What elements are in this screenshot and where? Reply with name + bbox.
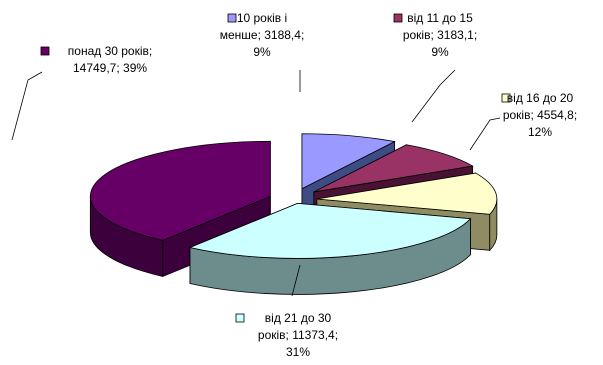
data-label: 14749,7; 39% bbox=[73, 61, 147, 75]
pie-slice-3 bbox=[316, 172, 498, 215]
data-label: 31% bbox=[286, 345, 310, 359]
data-label: років; 4554,8; bbox=[503, 108, 577, 122]
pie-slice-2 bbox=[313, 144, 474, 193]
data-label: від 21 до 30 bbox=[265, 311, 332, 325]
data-label: 9% bbox=[253, 45, 271, 59]
data-label: від 16 до 20 bbox=[507, 91, 574, 105]
data-label: років; 3183,1; bbox=[403, 28, 477, 42]
data-label: 12% bbox=[528, 125, 552, 139]
leader-line bbox=[469, 117, 501, 151]
leader-line bbox=[411, 69, 456, 123]
data-label: 9% bbox=[431, 45, 449, 59]
data-label: менше; 3188,4; bbox=[220, 28, 305, 42]
pie-slice-4 bbox=[188, 203, 472, 259]
pie-slice-1 bbox=[301, 133, 396, 190]
data-label: 10 років і bbox=[237, 11, 287, 25]
leader-line bbox=[291, 264, 301, 297]
data-label: від 11 до 15 bbox=[407, 11, 473, 25]
legend-key bbox=[227, 13, 237, 23]
legend-key bbox=[40, 46, 50, 56]
legend-key bbox=[235, 313, 245, 323]
legend-key bbox=[501, 93, 511, 103]
leader-lines bbox=[11, 69, 501, 297]
pie-slice-5 bbox=[89, 140, 271, 241]
slice-labels: 10 років і менше; 3188,4; 9% від 11 до 15 ро… bbox=[40, 11, 577, 359]
data-label: понад 30 років; bbox=[68, 44, 152, 58]
leader-line bbox=[11, 71, 43, 141]
slice-tops bbox=[89, 133, 498, 259]
legend-key bbox=[393, 13, 403, 23]
data-label: років; 11373,4; bbox=[258, 328, 338, 342]
